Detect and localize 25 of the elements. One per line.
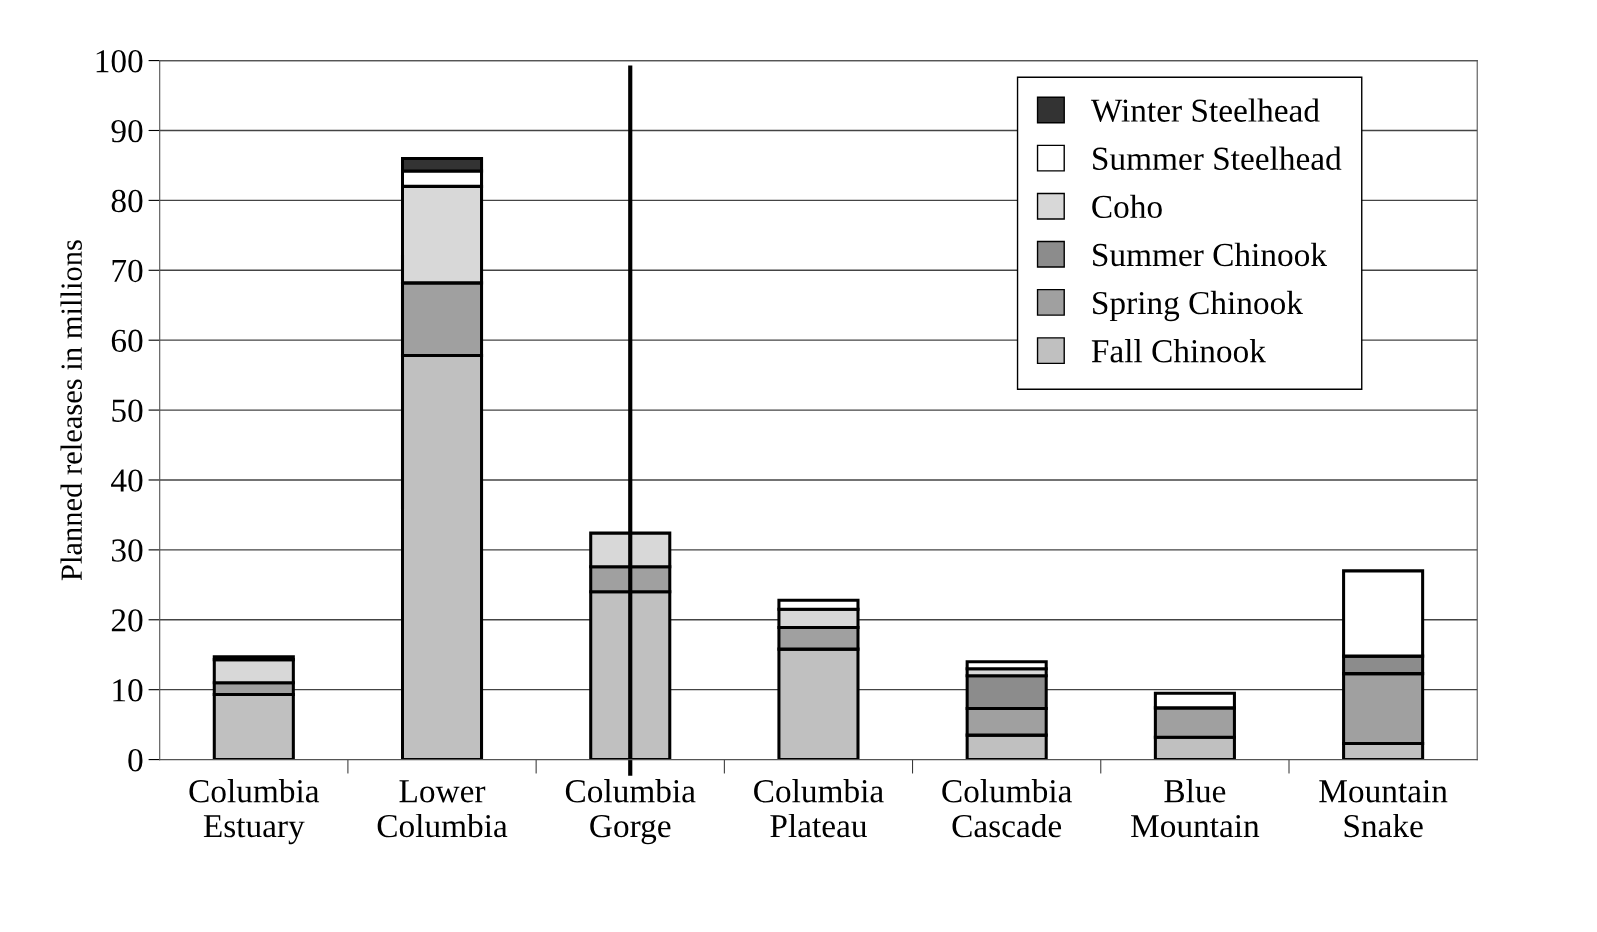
- legend-label: Spring Chinook: [1093, 290, 1303, 322]
- y-tick-label: 100: [96, 49, 143, 73]
- y-tick-label: 60: [111, 329, 143, 353]
- x-tick-label: Columbia Gorge: [565, 779, 696, 845]
- y-axis-title: Planned releases in millions: [60, 240, 82, 581]
- y-tick-label: 20: [111, 609, 143, 632]
- y-tick-label: 90: [111, 119, 143, 143]
- x-tick-label: Blue Mountain: [1131, 779, 1260, 838]
- y-tick-label: 50: [112, 399, 143, 422]
- legend-label: Winter Steelhead: [1090, 98, 1320, 123]
- legend-label: Summer Chinook: [1093, 242, 1327, 267]
- x-tick-label: Columbia Cascade: [942, 779, 1072, 838]
- x-tick-label: Columbia Estuary: [189, 779, 320, 845]
- y-tick-label: 10: [113, 679, 143, 702]
- y-tick-label: 0: [128, 748, 143, 772]
- y-tick-label: 30: [111, 539, 143, 562]
- y-tick-label: 40: [111, 469, 143, 492]
- legend-label: Summer Steelhead: [1093, 146, 1342, 171]
- x-tick-label: Columbia Plateau: [754, 779, 884, 838]
- y-tick-label: 80: [111, 189, 143, 213]
- legend-label: Coho: [1092, 194, 1162, 219]
- x-tick-label: Lower Columbia: [377, 780, 508, 838]
- y-tick-label: 70: [112, 259, 143, 283]
- x-tick-label: Mountain Snake: [1319, 780, 1448, 838]
- legend-label: Fall Chinook: [1091, 339, 1266, 363]
